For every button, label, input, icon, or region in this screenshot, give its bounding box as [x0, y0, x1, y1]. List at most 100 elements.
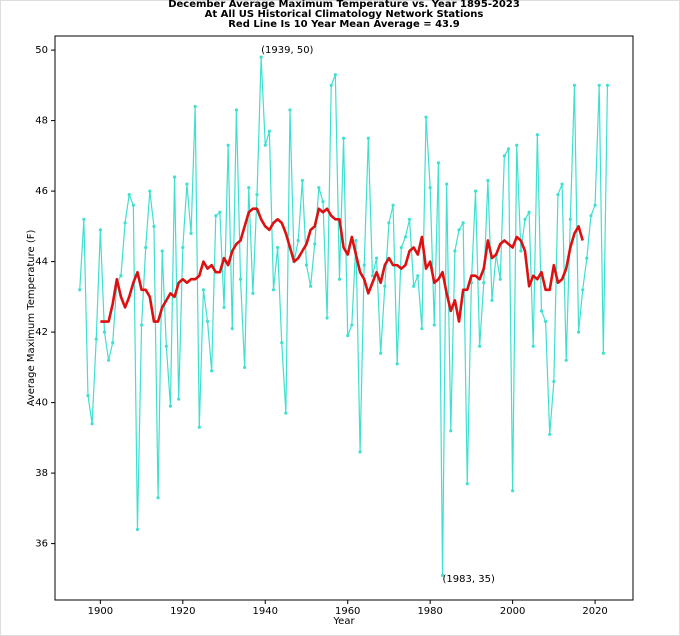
data-point: [111, 341, 115, 345]
y-tick-label: 48: [35, 116, 48, 127]
data-point: [527, 210, 531, 214]
data-point: [605, 83, 610, 87]
data-point: [403, 235, 408, 239]
chart-title: Red Line Is 10 Year Mean Average = 43.9: [228, 19, 460, 30]
data-point: [387, 221, 391, 225]
data-point: [568, 217, 572, 221]
y-tick-label: 42: [35, 327, 48, 338]
data-point: [416, 274, 420, 278]
data-point: [226, 143, 230, 147]
data-point: [102, 330, 107, 334]
y-tick-label: 40: [35, 398, 48, 409]
data-point: [185, 182, 189, 186]
data-point: [181, 245, 185, 250]
data-point: [539, 309, 544, 313]
data-point: [341, 136, 346, 140]
data-point: [218, 210, 222, 214]
data-point: [473, 189, 478, 193]
plot-area: [54, 35, 634, 601]
data-point: [379, 351, 383, 355]
x-tick-label: 1940: [253, 606, 278, 617]
data-point: [222, 305, 226, 310]
data-point: [490, 298, 494, 302]
data-point: [197, 425, 201, 429]
data-point: [288, 108, 292, 112]
data-point: [234, 108, 238, 112]
data-point: [321, 200, 325, 204]
data-point: [189, 231, 193, 235]
data-point: [436, 161, 441, 165]
x-tick-label: 2000: [500, 606, 525, 617]
data-point: [535, 133, 539, 137]
y-tick-label: 50: [35, 45, 48, 56]
data-point: [201, 288, 206, 292]
data-point: [407, 217, 412, 221]
chart-title: At All US Historical Climatology Network…: [205, 9, 484, 20]
data-point: [350, 323, 354, 327]
data-point: [247, 185, 251, 190]
data-point: [205, 319, 210, 324]
y-tick-label: 44: [35, 257, 48, 268]
data-point: [123, 221, 127, 225]
data-point: [230, 326, 234, 331]
data-point: [482, 281, 486, 285]
data-point: [515, 143, 519, 147]
y-tick-label: 38: [35, 468, 48, 479]
data-point: [86, 393, 90, 398]
data-point: [601, 351, 605, 355]
data-point: [453, 249, 457, 253]
x-tick-label: 2020: [582, 606, 607, 617]
data-point: [420, 326, 424, 331]
data-point: [119, 274, 123, 278]
data-point: [581, 288, 585, 292]
data-point: [461, 221, 465, 225]
data-point: [432, 323, 436, 327]
x-axis-label: Year: [332, 616, 355, 627]
data-point: [486, 178, 490, 183]
data-point: [106, 358, 111, 362]
data-point: [243, 365, 247, 369]
data-point: [131, 203, 135, 207]
data-point: [412, 284, 416, 288]
x-tick-label: 1920: [170, 606, 195, 617]
series-line: [100, 207, 584, 323]
data-point: [168, 404, 173, 408]
data-point: [502, 154, 506, 158]
data-point: [337, 277, 342, 281]
data-point: [284, 411, 288, 415]
data-point: [193, 104, 197, 109]
data-point: [424, 115, 428, 119]
data-point: [519, 249, 523, 253]
x-tick-label: 1900: [88, 606, 113, 617]
data-point: [548, 432, 552, 436]
data-point: [585, 256, 589, 260]
data-point: [428, 185, 432, 190]
data-point: [560, 182, 564, 186]
data-point: [164, 344, 168, 348]
data-point: [317, 185, 321, 190]
data-point: [259, 55, 263, 59]
data-point: [440, 573, 445, 577]
data-point: [370, 274, 375, 278]
data-point: [177, 397, 181, 401]
data-point: [82, 217, 86, 221]
data-point: [498, 277, 502, 281]
data-point: [329, 83, 333, 87]
data-point: [172, 175, 177, 179]
annotation: (1983, 35): [443, 574, 495, 585]
data-point: [251, 291, 255, 295]
data-point: [160, 249, 164, 253]
data-point: [465, 482, 469, 486]
data-point: [98, 228, 102, 232]
data-point: [597, 83, 601, 87]
data-point: [255, 193, 259, 197]
data-point: [552, 379, 556, 384]
data-point: [135, 527, 140, 532]
data-point: [156, 496, 160, 500]
y-axis-label: Average Maximum Temperature (F): [26, 230, 37, 407]
data-point: [572, 83, 577, 87]
chart-title: December Average Maximum Temperature vs.…: [168, 0, 520, 10]
data-point: [139, 323, 144, 327]
